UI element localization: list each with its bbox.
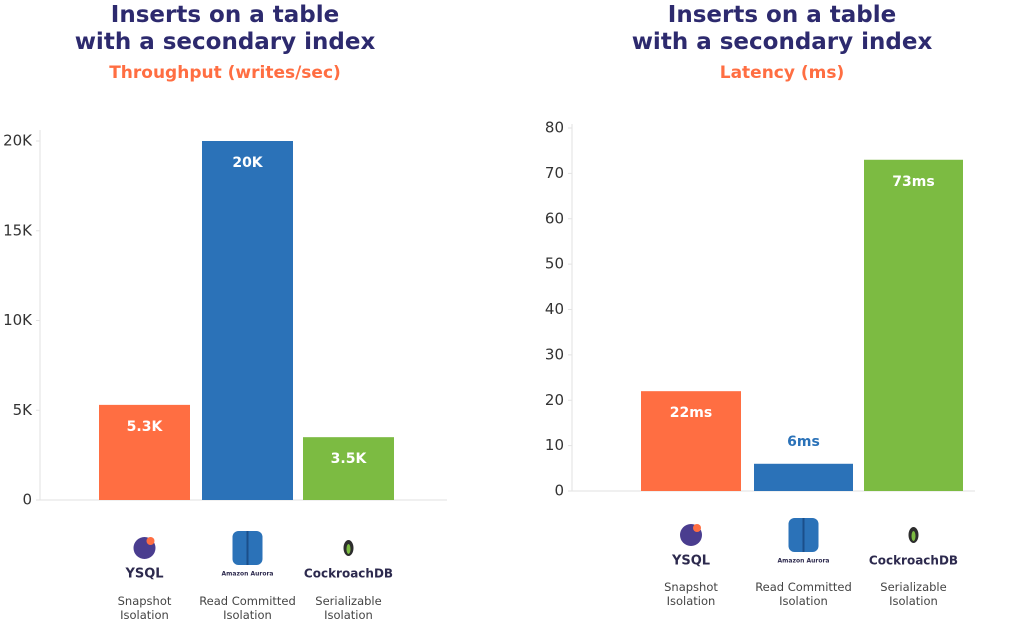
- value-label: 73ms: [892, 174, 934, 190]
- y-tick-label: 20: [545, 391, 564, 409]
- logo-icon: [346, 544, 351, 554]
- bar: [754, 463, 853, 491]
- logo-icon: [146, 537, 155, 545]
- logo-label: YSQL: [124, 567, 163, 582]
- value-label: 20K: [232, 155, 263, 171]
- value-label: 5.3K: [127, 419, 164, 435]
- y-tick-label: 80: [545, 119, 564, 137]
- chart-subtitle: Latency (ms): [719, 63, 845, 83]
- x-tick-label: Snapshot Isolation: [664, 580, 718, 608]
- x-tick-label: Read Committed Isolation: [199, 594, 296, 622]
- y-tick-label: 20K: [3, 132, 33, 150]
- y-tick-label: 70: [545, 164, 564, 182]
- bar: [99, 404, 190, 500]
- y-tick-label: 5K: [13, 401, 34, 419]
- y-tick-label: 10K: [3, 311, 33, 329]
- logo-icon: [911, 531, 916, 541]
- y-tick-label: 60: [545, 209, 564, 227]
- x-tick-label: Serializable Isolation: [880, 580, 947, 608]
- y-tick-label: 30: [545, 345, 564, 363]
- logo-label: Amazon Aurora: [222, 571, 274, 578]
- y-tick-label: 10: [545, 436, 564, 454]
- y-tick-label: 0: [554, 482, 564, 500]
- logo-label: CockroachDB: [869, 554, 958, 568]
- logo-icon: [693, 524, 701, 532]
- bar: [641, 391, 741, 491]
- logo-label: CockroachDB: [304, 567, 393, 581]
- y-tick-label: 0: [22, 491, 32, 509]
- logo-label: YSQL: [671, 554, 710, 569]
- bar: [202, 141, 293, 500]
- y-tick-label: 50: [545, 255, 564, 273]
- x-tick-label: Serializable Isolation: [315, 594, 382, 622]
- chart-subtitle: Throughput (writes/sec): [109, 63, 341, 83]
- chart-title: Inserts on a table with a secondary inde…: [74, 2, 376, 55]
- value-label: 3.5K: [331, 451, 368, 467]
- chart-title: Inserts on a table with a secondary inde…: [631, 2, 933, 55]
- y-tick-label: 40: [545, 300, 564, 318]
- value-label: 22ms: [670, 405, 712, 421]
- bar: [864, 159, 963, 491]
- bar: [303, 437, 394, 500]
- x-tick-label: Snapshot Isolation: [117, 594, 172, 622]
- x-tick-label: Read Committed Isolation: [755, 580, 852, 608]
- y-tick-label: 15K: [3, 221, 33, 239]
- value-label: 6ms: [787, 434, 820, 450]
- logo-label: Amazon Aurora: [778, 558, 830, 565]
